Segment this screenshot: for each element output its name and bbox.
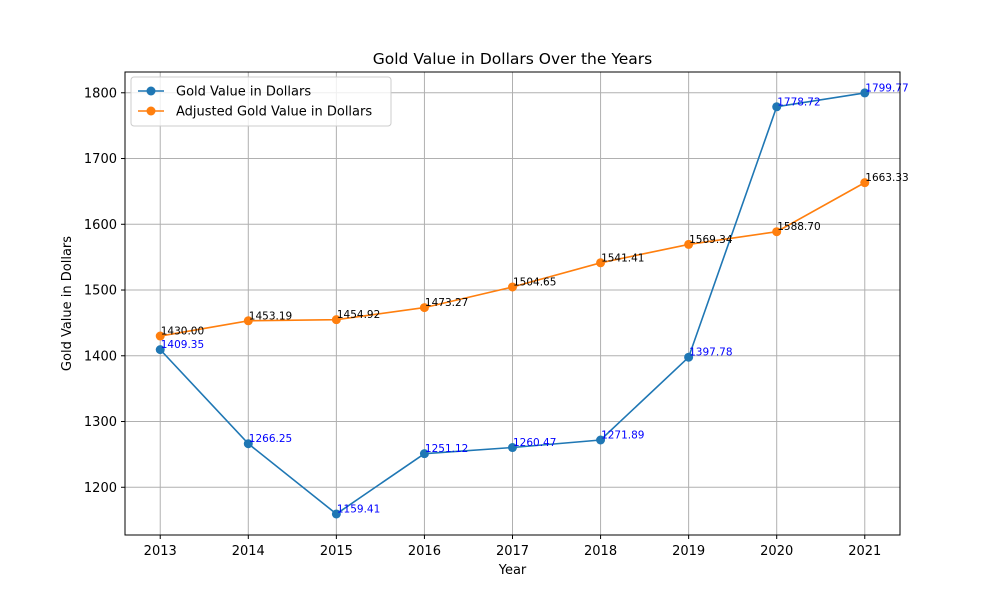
legend-label-adjusted-gold-value: Adjusted Gold Value in Dollars (176, 105, 372, 120)
series-0-point (860, 88, 870, 98)
series-1-point (331, 315, 341, 325)
series-0-point (331, 509, 341, 519)
series-0-data-label: 1251.12 (425, 443, 468, 455)
series-0-point (596, 435, 606, 445)
series-1-point (419, 303, 429, 313)
series-layer (155, 88, 870, 519)
tick-layer: 2013 2014 2015 2016 2017 2018 2019 2020 2021 1200… (84, 86, 881, 559)
series-0-point (772, 102, 782, 112)
y-tick-label: 1700 (84, 152, 117, 167)
series-0-data-label: 1271.89 (601, 430, 644, 442)
series-1-point (772, 227, 782, 237)
series-0-point (684, 352, 694, 362)
data-label-layer: 1409.35 1266.25 1159.41 1251.12 1260.47 1271.… (161, 82, 909, 515)
legend-marker-gold-value (146, 86, 156, 96)
series-1-data-label: 1569.34 (689, 234, 733, 246)
series-0-point (243, 439, 253, 449)
x-tick-label: 2020 (760, 544, 793, 559)
y-tick-label: 1600 (84, 218, 117, 233)
series-1-data-label: 1453.19 (249, 310, 292, 322)
series-1-data-label: 1504.65 (513, 276, 556, 288)
series-1-point (155, 331, 165, 341)
chart-title: Gold Value in Dollars Over the Years (373, 50, 652, 68)
series-1-point (860, 178, 870, 188)
series-0-data-label: 1159.41 (337, 503, 380, 515)
series-0-data-label: 1266.25 (249, 433, 292, 445)
series-0-data-label: 1799.77 (865, 82, 908, 94)
grid-layer (125, 72, 900, 535)
y-tick-label: 1300 (84, 415, 117, 430)
series-0-data-label: 1778.72 (777, 96, 820, 108)
series-1-point (508, 282, 517, 292)
series-1-data-label: 1663.33 (865, 172, 908, 184)
y-tick-label: 1500 (84, 284, 117, 299)
series-1-data-label: 1541.41 (601, 252, 644, 264)
x-tick-label: 2021 (848, 544, 881, 559)
y-tick-label: 1800 (84, 86, 117, 101)
y-tick-label: 1200 (84, 481, 117, 496)
legend-marker-adjusted-gold-value (146, 106, 156, 116)
series-1-point (684, 239, 694, 249)
x-tick-label: 2014 (232, 544, 265, 559)
series-0-point (155, 345, 165, 355)
legend: Gold Value in Dollars Adjusted Gold Valu… (130, 76, 392, 127)
series-0-data-label: 1397.78 (689, 347, 732, 359)
x-tick-label: 2019 (672, 544, 705, 559)
series-0-data-label: 1260.47 (513, 437, 556, 449)
legend-box (130, 76, 392, 127)
x-tick-label: 2018 (584, 544, 617, 559)
x-tick-label: 2017 (496, 544, 529, 559)
series-0-point (419, 449, 429, 459)
series-0-data-label: 1409.35 (161, 339, 204, 351)
series-1-data-label: 1430.00 (161, 326, 204, 338)
series-0-point (508, 443, 517, 453)
y-axis-title: Gold Value in Dollars (60, 236, 75, 371)
x-tick-label: 2016 (408, 544, 441, 559)
series-1-point (596, 258, 606, 268)
series-1-data-label: 1473.27 (425, 297, 468, 309)
series-1-point (243, 316, 253, 326)
y-tick-label: 1400 (84, 349, 117, 364)
legend-label-gold-value: Gold Value in Dollars (176, 85, 311, 100)
series-1-data-label: 1588.70 (777, 221, 820, 233)
x-tick-label: 2015 (320, 544, 353, 559)
x-axis-title: Year (498, 563, 527, 578)
x-tick-label: 2013 (144, 544, 177, 559)
series-1-data-label: 1454.92 (337, 309, 380, 321)
